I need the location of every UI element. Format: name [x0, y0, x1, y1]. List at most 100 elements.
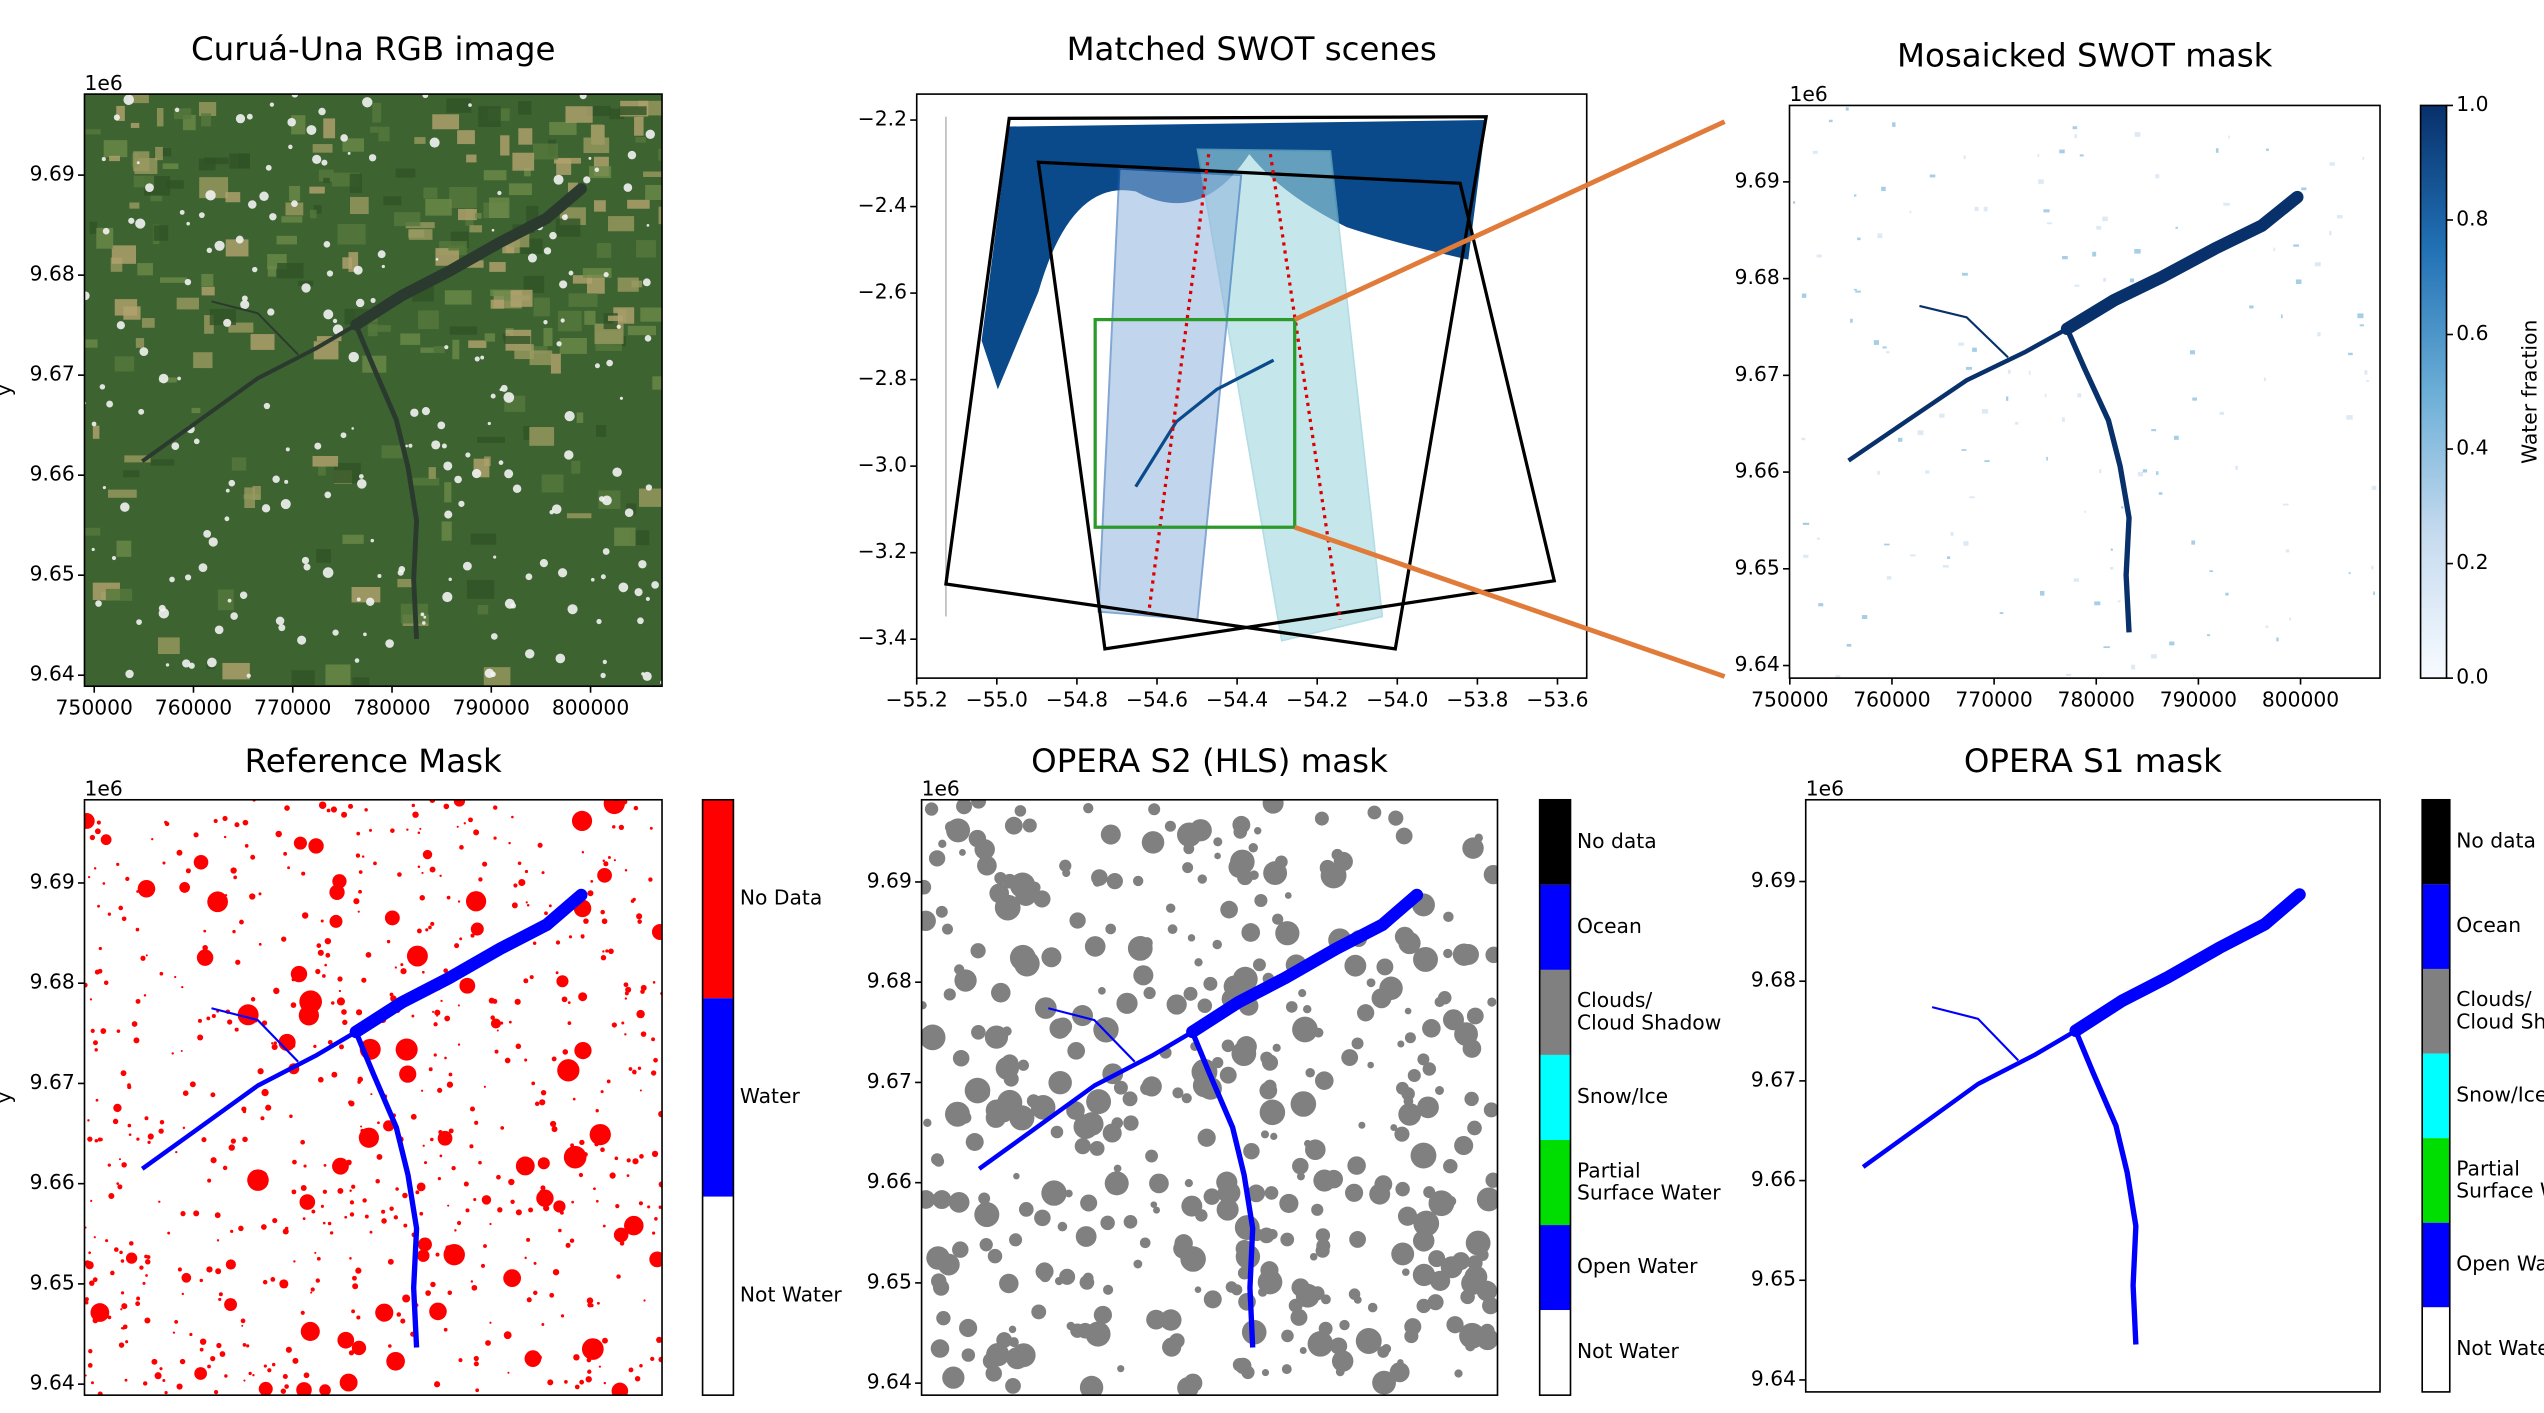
field — [201, 274, 213, 286]
cloud — [120, 502, 129, 511]
cloud-patch — [933, 1280, 949, 1296]
field — [542, 474, 564, 492]
field — [316, 549, 331, 563]
no-data-patch — [246, 1344, 249, 1347]
cloud-patch — [942, 924, 953, 935]
no-data-patch — [117, 1029, 121, 1033]
y-tick-label: 9.65 — [30, 1270, 75, 1294]
no-data-patch — [400, 1319, 405, 1324]
no-data-patch — [113, 1104, 121, 1112]
cloud-patch — [1281, 1330, 1294, 1343]
no-data-patch — [364, 808, 367, 811]
field — [123, 470, 139, 477]
no-data-patch — [140, 956, 145, 961]
field — [484, 170, 507, 180]
cloud-patch — [1272, 914, 1283, 925]
cloud — [638, 560, 646, 568]
cloud — [646, 130, 655, 139]
no-data-patch — [603, 861, 608, 866]
cloud — [203, 530, 211, 538]
no-data-patch — [653, 981, 656, 984]
no-data-patch — [444, 1328, 448, 1332]
no-data-patch — [319, 801, 326, 808]
cloud — [472, 469, 481, 478]
no-data-patch — [507, 1372, 509, 1374]
y-tick-label: 9.68 — [30, 970, 75, 994]
speckle — [1966, 367, 1972, 370]
cloud — [625, 508, 634, 517]
no-data-patch — [400, 968, 406, 974]
no-data-patch — [310, 992, 314, 996]
cloud-patch — [1265, 1186, 1279, 1200]
cloud-patch — [1041, 947, 1061, 967]
no-data-patch — [471, 934, 475, 938]
no-data-patch — [422, 971, 425, 974]
cloud — [362, 97, 372, 107]
field — [199, 159, 216, 171]
field — [193, 352, 212, 368]
cloud-patch — [1212, 940, 1221, 949]
no-data-patch — [318, 1077, 324, 1083]
cloud-patch — [1463, 1039, 1482, 1058]
y-tick-label: −2.6 — [858, 280, 907, 304]
no-data-patch — [332, 874, 346, 888]
field — [614, 528, 635, 546]
no-data-patch — [540, 1185, 545, 1190]
speckle — [2130, 278, 2134, 282]
no-data-patch — [525, 870, 528, 873]
no-data-patch — [475, 1388, 479, 1392]
cloud — [288, 145, 292, 149]
no-data-patch — [321, 1205, 324, 1208]
no-data-patch — [417, 929, 422, 934]
no-data-patch — [362, 1198, 366, 1202]
speckle — [1881, 187, 1886, 191]
speckle — [1958, 343, 1964, 346]
speckle — [2074, 285, 2079, 287]
no-data-patch — [500, 1021, 503, 1024]
cloud-patch — [1391, 1242, 1414, 1265]
cloud-patch — [1291, 1278, 1309, 1296]
cloud-patch — [994, 872, 1006, 884]
cloud-patch — [1413, 947, 1438, 972]
no-data-patch — [234, 822, 239, 827]
no-data-patch — [225, 894, 227, 896]
cloud-patch — [1352, 1037, 1364, 1049]
no-data-patch — [248, 1372, 251, 1375]
cloud-patch — [1103, 1285, 1113, 1295]
no-data-patch — [313, 1045, 316, 1048]
field — [571, 461, 580, 474]
no-data-patch — [330, 915, 343, 928]
no-data-patch — [496, 1175, 501, 1180]
no-data-patch — [587, 1358, 592, 1363]
no-data-patch — [265, 1105, 271, 1111]
cloud-patch — [1149, 1174, 1169, 1194]
no-data-patch — [136, 890, 139, 893]
no-data-patch — [356, 832, 360, 836]
no-data-patch — [636, 913, 642, 919]
cloud — [422, 92, 428, 98]
cloud-patch — [1241, 923, 1260, 942]
cloud-patch — [1249, 843, 1258, 852]
cloud-patch — [1401, 1087, 1414, 1100]
field — [117, 541, 132, 557]
cloud — [643, 278, 651, 286]
cloud-patch — [1466, 1231, 1491, 1256]
no-data-patch — [641, 1031, 647, 1037]
no-data-patch — [582, 851, 584, 853]
no-data-patch — [386, 1352, 405, 1371]
field — [201, 113, 211, 126]
colorbar — [2421, 105, 2447, 678]
speckle — [1803, 523, 1809, 525]
field — [396, 169, 416, 178]
no-data-patch — [500, 1126, 504, 1130]
no-data-patch — [632, 1158, 638, 1164]
cloud — [125, 670, 133, 678]
cloud-patch — [1319, 1322, 1333, 1336]
speckle — [2045, 394, 2047, 397]
no-data-patch — [604, 793, 625, 814]
no-data-patch — [129, 1241, 134, 1246]
no-data-patch — [608, 856, 611, 859]
field — [504, 336, 530, 344]
no-data-patch — [243, 1379, 245, 1381]
no-data-patch — [534, 1262, 537, 1265]
